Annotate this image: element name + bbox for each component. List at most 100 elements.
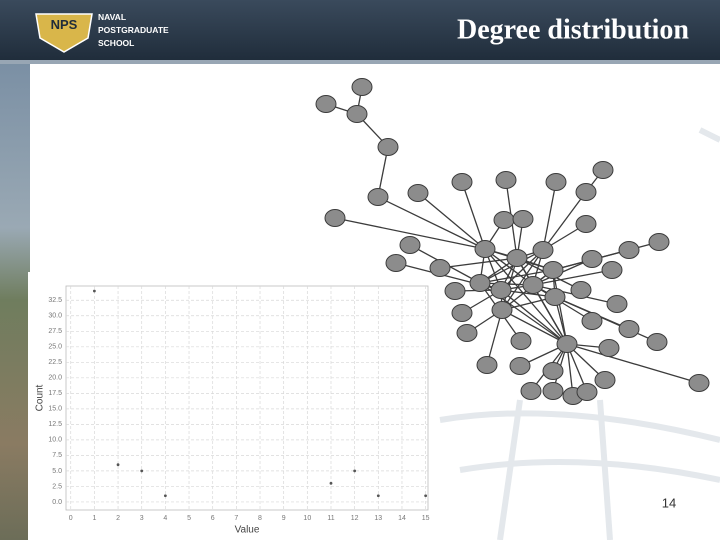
network-node [570, 281, 592, 299]
network-edge [417, 192, 486, 250]
network-node [351, 78, 373, 96]
network-node [509, 357, 531, 375]
y-tick-label: 10.0 [48, 437, 62, 444]
y-tick-label: 25.0 [48, 344, 62, 351]
network-edge [552, 269, 568, 345]
x-tick-label: 11 [327, 515, 334, 522]
network-node [576, 383, 598, 401]
network-node [451, 173, 473, 191]
network-node [532, 241, 554, 259]
network-edge [479, 249, 544, 284]
network-edge [552, 241, 660, 271]
network-node [315, 95, 337, 113]
data-point [116, 463, 120, 467]
network-node [618, 320, 640, 338]
header-rule [0, 60, 720, 64]
x-tick-label: 2 [116, 515, 120, 522]
logo-crest [35, 13, 93, 53]
x-tick-label: 6 [211, 515, 215, 522]
x-tick-label: 3 [140, 515, 144, 522]
network-edge [439, 257, 518, 269]
network-node [542, 382, 564, 400]
network-node [618, 241, 640, 259]
x-tick-label: 8 [258, 515, 262, 522]
network-node [542, 362, 564, 380]
chart: 0.0 2.5 5.0 7.5 10.0 12.5 15.0 17.5 20.0 22.5 25.0… [35, 285, 430, 536]
y-tick-label: 27.5 [48, 328, 62, 335]
network-node [377, 138, 399, 156]
network-node [575, 215, 597, 233]
network-node [451, 304, 473, 322]
x-tick-label: 14 [398, 515, 406, 522]
network-edge [566, 343, 700, 384]
y-tick-label: 7.5 [52, 452, 62, 459]
network-node [506, 249, 528, 267]
network-node [581, 250, 603, 268]
x-axis-label: Value [235, 525, 260, 536]
data-point [140, 469, 144, 473]
y-tick-label: 0.0 [52, 499, 62, 506]
network-node [598, 339, 620, 357]
network-node [542, 261, 564, 279]
network-node [545, 173, 567, 191]
network-node [346, 105, 368, 123]
network-node [556, 335, 578, 353]
logo-text: NAVAL [98, 12, 126, 22]
network-node [581, 312, 603, 330]
network-node [491, 301, 513, 319]
x-tick-label: 0 [69, 515, 73, 522]
network-edge [542, 191, 587, 251]
network-node [444, 282, 466, 300]
data-point [92, 289, 96, 293]
y-tick-label: 5.0 [52, 468, 62, 475]
logo-badge: NPS [51, 17, 78, 32]
network-edge [532, 284, 568, 345]
network-node [385, 254, 407, 272]
network-node [520, 382, 542, 400]
network-node [594, 371, 616, 389]
network-node [469, 274, 491, 292]
x-tick-label: 12 [351, 515, 359, 522]
x-tick-label: 13 [374, 515, 382, 522]
network-node [456, 324, 478, 342]
network-node [399, 236, 421, 254]
y-tick-label: 2.5 [52, 483, 62, 490]
plot-area [65, 285, 429, 511]
x-tick-label: 1 [92, 515, 96, 522]
y-tick-label: 32.5 [48, 297, 62, 304]
network-edge [500, 289, 568, 345]
data-point [424, 494, 428, 498]
network-edge [532, 269, 613, 286]
x-tick-label: 10 [303, 515, 311, 522]
network-node [495, 171, 517, 189]
x-tick-label: 4 [163, 515, 167, 522]
network-node [407, 184, 429, 202]
network-node [575, 183, 597, 201]
page-number: 14 [662, 495, 676, 510]
y-tick-label: 22.5 [48, 359, 62, 366]
network-node [324, 209, 346, 227]
network-edge [501, 249, 544, 311]
network-edge [484, 248, 534, 286]
network-node [606, 295, 628, 313]
y-tick-label: 17.5 [48, 390, 62, 397]
logo-text: SCHOOL [98, 38, 134, 48]
network-diagram [315, 78, 710, 405]
network-node [646, 333, 668, 351]
x-tick-label: 5 [187, 515, 191, 522]
y-axis-label: Count [35, 384, 46, 411]
network-node [601, 261, 623, 279]
data-point [329, 481, 333, 485]
network-edge [486, 309, 503, 366]
network-node [510, 332, 532, 350]
data-point [376, 494, 380, 498]
network-node [429, 259, 451, 277]
network-edge [542, 181, 557, 251]
network-node [490, 281, 512, 299]
x-tick-label: 7 [234, 515, 238, 522]
x-tick-label: 9 [282, 515, 286, 522]
network-edge [461, 181, 486, 250]
y-tick-label: 20.0 [48, 375, 62, 382]
